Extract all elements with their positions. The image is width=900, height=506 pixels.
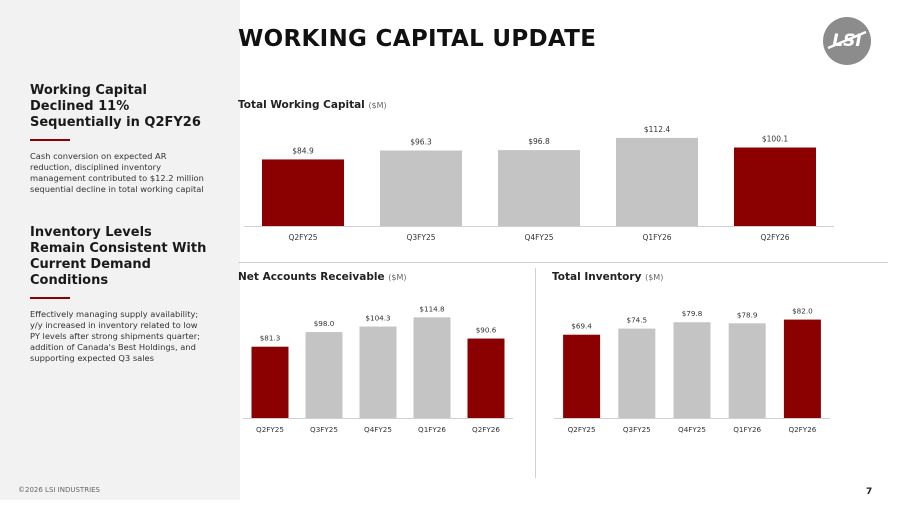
chart-title-total-inventory: Total Inventory ($M): [552, 271, 663, 283]
data-label: $78.9: [737, 310, 758, 319]
sidebar-heading-inventory: Inventory Levels Remain Consistent With …: [30, 225, 207, 288]
data-label: $96.3: [410, 138, 432, 147]
data-label: $69.4: [571, 322, 592, 331]
chart-title-text: Total Working Capital: [238, 99, 365, 111]
data-label: $90.6: [476, 326, 497, 335]
bar-q3fy25: [618, 328, 656, 418]
x-tick-label: Q2FY25: [256, 425, 284, 434]
x-tick-label: Q3FY25: [406, 233, 435, 242]
data-label: $104.3: [365, 314, 390, 323]
data-label: $100.1: [762, 135, 788, 144]
bar-q2fy26: [734, 147, 816, 226]
data-label: $82.0: [792, 307, 813, 316]
sidebar-text-inventory: Effectively managing supply availability…: [30, 309, 200, 363]
bar-q2fy25: [262, 159, 344, 226]
sidebar-heading-working-capital: Working Capital Declined 11% Sequentiall…: [30, 83, 201, 130]
data-label: $79.8: [682, 309, 703, 318]
bar-q4fy25: [673, 322, 711, 418]
x-tick-label: Q2FY25: [568, 425, 596, 434]
copyright-notice: ©2026 LSI INDUSTRIES: [18, 486, 101, 494]
data-label: $112.4: [644, 125, 670, 134]
x-tick-label: Q4FY25: [678, 425, 706, 434]
chart-unit: ($M): [388, 273, 407, 282]
bar-q1fy26: [616, 137, 698, 226]
x-tick-label: Q4FY25: [364, 425, 392, 434]
chart-net-accounts-receivable: $81.3 Q2FY25 $98.0 Q3FY25 $104.3 Q4FY25 $114.8…: [243, 304, 513, 434]
bar-q4fy25: [359, 326, 397, 418]
sidebar-block-working-capital: Working Capital Declined 11% Sequentiall…: [30, 83, 210, 195]
x-tick-label: Q2FY25: [288, 233, 317, 242]
sidebar-block-inventory: Inventory Levels Remain Consistent With …: [30, 225, 210, 364]
chart-title-text: Total Inventory: [552, 271, 642, 283]
sidebar-rule: [30, 139, 70, 141]
x-tick-label: Q1FY26: [418, 425, 446, 434]
page-title: WORKING CAPITAL UPDATE: [238, 26, 597, 52]
sidebar-text-working-capital: Cash conversion on expected AR reduction…: [30, 151, 204, 194]
bar-q2fy26: [783, 319, 821, 418]
sidebar-rule: [30, 297, 70, 299]
data-label: $96.8: [528, 137, 550, 146]
chart-unit: ($M): [645, 273, 664, 282]
chart-total-working-capital: $84.9 Q2FY25 $96.3 Q3FY25 $96.8 Q4FY25 $112.4 Q…: [244, 125, 834, 242]
data-label: $98.0: [314, 319, 335, 328]
data-label: $114.8: [419, 304, 445, 313]
data-label: $74.5: [627, 316, 648, 325]
chart-unit: ($M): [368, 101, 387, 110]
bar-q4fy25: [498, 150, 580, 226]
chart-title-net-accounts-receivable: Net Accounts Receivable ($M): [238, 271, 406, 283]
lsi-logo-icon: LSI: [823, 17, 871, 65]
data-label: $81.3: [260, 334, 281, 343]
chart-title-text: Net Accounts Receivable: [238, 271, 385, 283]
sidebar: Working Capital Declined 11% Sequentiall…: [0, 0, 240, 500]
page-number: 7: [866, 487, 873, 497]
bar-q3fy25: [380, 150, 462, 226]
bar-q2fy26: [467, 338, 505, 418]
section-divider-vertical: [535, 268, 536, 478]
chart-title-total-working-capital: Total Working Capital ($M): [238, 99, 387, 111]
x-tick-label: Q2FY26: [472, 425, 500, 434]
bar-q3fy25: [305, 332, 343, 418]
x-tick-label: Q1FY26: [642, 233, 671, 242]
bar-q2fy25: [251, 346, 289, 418]
x-tick-label: Q4FY25: [524, 233, 553, 242]
x-tick-label: Q1FY26: [733, 425, 761, 434]
bar-q1fy26: [728, 323, 766, 418]
section-divider-horizontal: [238, 262, 888, 263]
bar-q1fy26: [413, 317, 451, 418]
x-tick-label: Q3FY25: [310, 425, 338, 434]
data-label: $84.9: [292, 146, 314, 155]
chart-total-inventory: $69.4 Q2FY25 $74.5 Q3FY25 $79.8 Q4FY25 $78.9 Q1…: [554, 307, 830, 434]
bar-q2fy25: [563, 334, 601, 418]
x-tick-label: Q2FY26: [788, 425, 816, 434]
x-tick-label: Q2FY26: [760, 233, 789, 242]
logo-text: LSI: [832, 31, 861, 51]
x-tick-label: Q3FY25: [623, 425, 651, 434]
